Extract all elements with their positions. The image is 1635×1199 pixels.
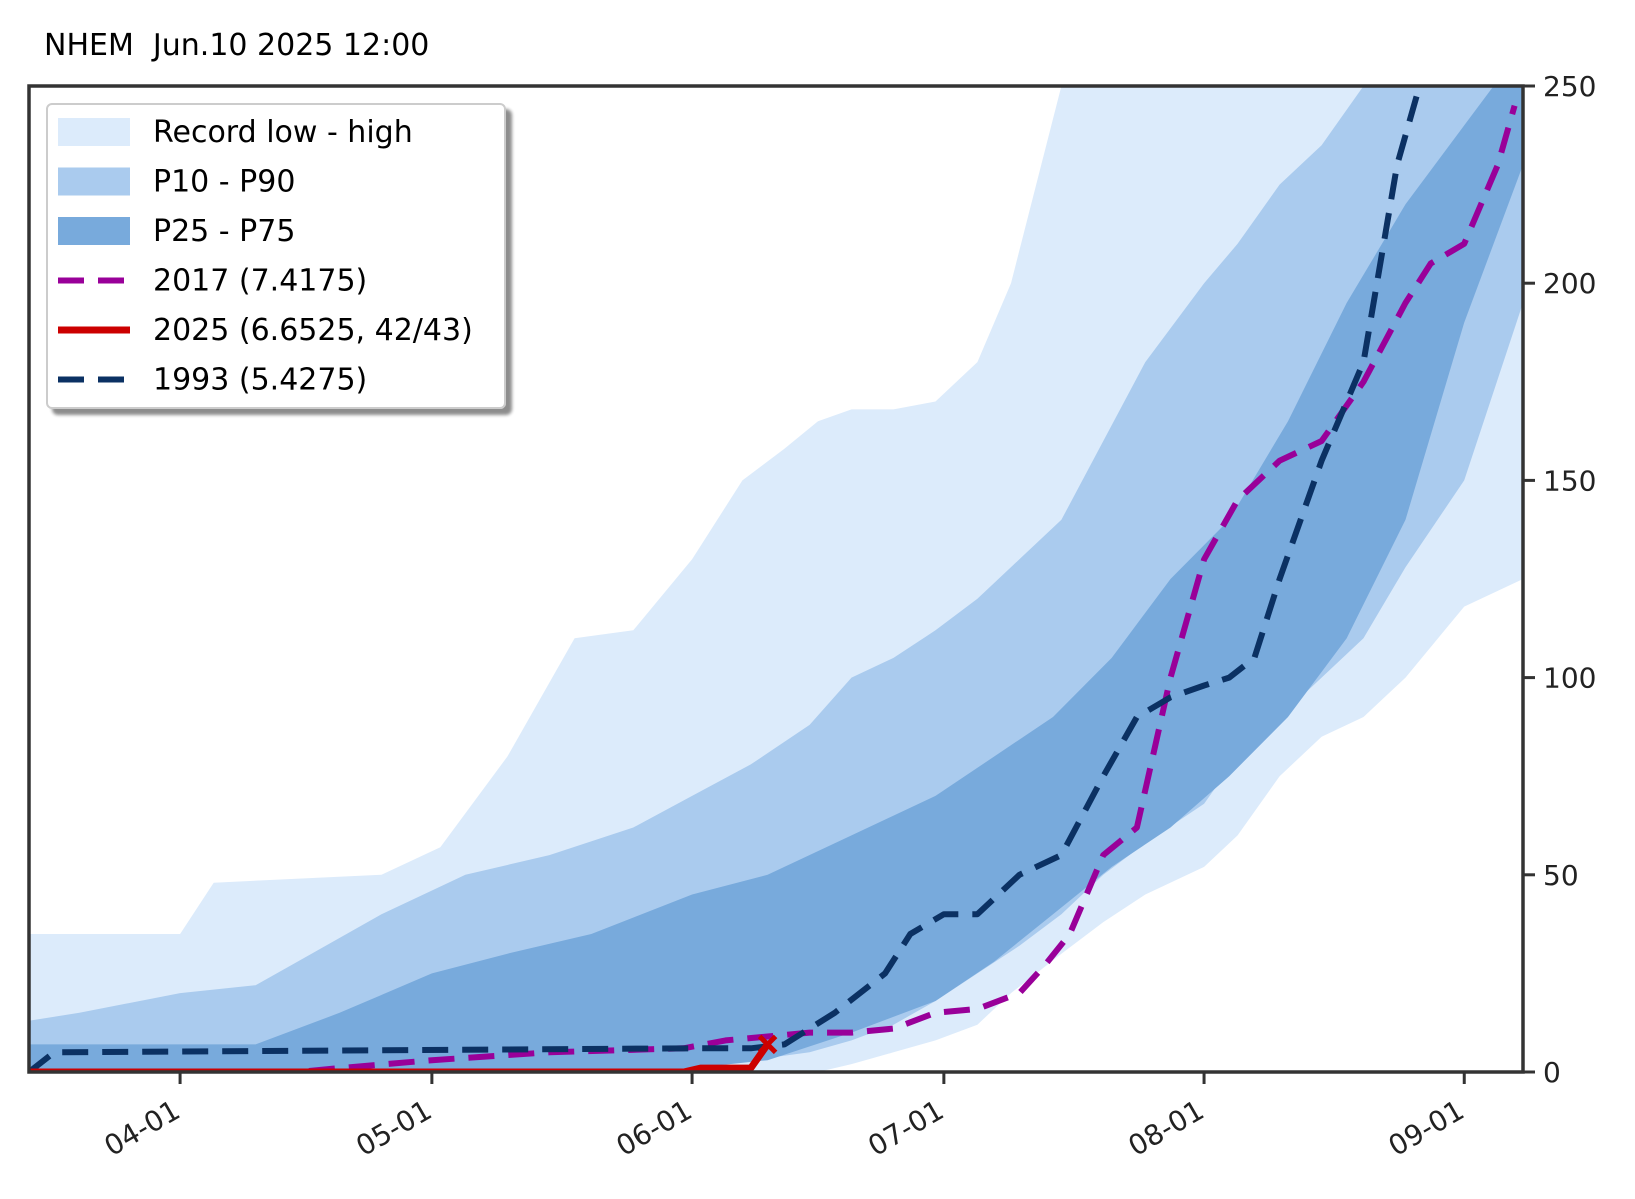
- legend-label: 1993 (5.4275): [153, 363, 367, 398]
- y-tick-label: 150: [1543, 464, 1596, 497]
- chart-title: NHEM Jun.10 2025 12:00: [44, 28, 429, 63]
- y-tick-label: 100: [1543, 662, 1596, 695]
- legend-swatch: [58, 167, 130, 196]
- y-tick-label: 50: [1543, 859, 1579, 892]
- plot-frame: [27, 84, 1525, 1074]
- legend-label: P10 - P90: [153, 165, 295, 200]
- x-tick-label: 08-01: [1123, 1093, 1210, 1162]
- legend-swatch: [58, 118, 130, 146]
- x-tick-label: 05-01: [350, 1093, 437, 1162]
- x-tick-label: 07-01: [862, 1093, 949, 1162]
- y-tick-label: 250: [1543, 70, 1596, 103]
- legend-item-p10-p90: P10 - P90: [58, 165, 295, 200]
- legend-swatch: [58, 217, 130, 245]
- legend-item-y2025: 2025 (6.6525, 42/43): [58, 313, 473, 348]
- x-tick-label: 04-01: [99, 1093, 186, 1162]
- series-end-marker: [757, 1034, 778, 1055]
- bands-layer: [29, 86, 1523, 1072]
- marker-layer: [757, 1034, 778, 1055]
- legend-item-y2017: 2017 (7.4175): [58, 264, 367, 299]
- y-tick-label: 0: [1543, 1056, 1561, 1089]
- series-line-1993: [29, 86, 1423, 1072]
- legend-label: 2025 (6.6525, 42/43): [153, 313, 473, 348]
- band-p25-p75: [29, 86, 1523, 1072]
- series-line-2025: [29, 1040, 772, 1072]
- y-axis: 0 50 100 150 200 250: [1523, 70, 1596, 1089]
- legend-label: P25 - P75: [153, 214, 295, 249]
- legend-item-y1993: 1993 (5.4275): [58, 363, 367, 398]
- legend-label: Record low - high: [153, 115, 413, 150]
- x-tick-label: 09-01: [1383, 1093, 1470, 1162]
- x-axis: 04-01 05-01 06-01 07-01 08-01 09-01: [99, 1072, 1470, 1163]
- legend-item-p25-p75: P25 - P75: [58, 214, 295, 249]
- x-tick-label: 06-01: [611, 1093, 698, 1162]
- y-tick-label: 200: [1543, 267, 1596, 300]
- legend-item-record: Record low - high: [58, 115, 413, 150]
- legend: Record low - high P10 - P90 P25 - P75 2017 …: [46, 103, 506, 409]
- legend-box: [46, 103, 506, 409]
- series-layer: [29, 86, 1518, 1072]
- legend-label: 2017 (7.4175): [153, 264, 367, 299]
